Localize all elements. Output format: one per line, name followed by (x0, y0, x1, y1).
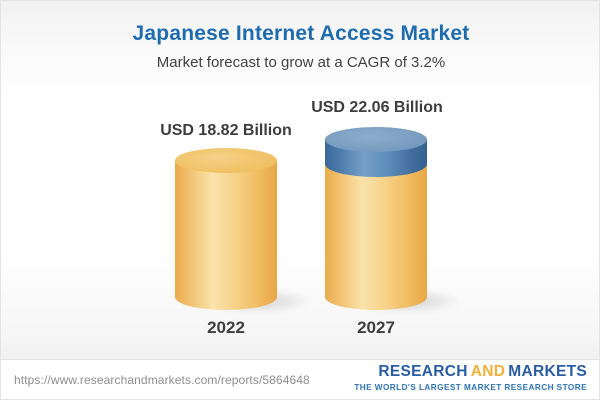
category-label-2027: 2027 (357, 318, 395, 337)
chart-subtitle: Market forecast to grow at a CAGR of 3.2… (156, 54, 446, 71)
bar-2027-base-segment (325, 162, 427, 310)
category-label-2022: 2022 (207, 318, 245, 337)
bar-2022-top-cap (175, 148, 277, 173)
logo-word-markets: MARKETS (508, 363, 587, 380)
report-url: https://www.researchandmarkets.com/repor… (14, 373, 310, 387)
chart-title: Japanese Internet Access Market (132, 22, 470, 45)
footer: https://www.researchandmarkets.com/repor… (1, 359, 599, 399)
value-label-2022: USD 18.82 Billion (160, 122, 292, 139)
logo-wordmark: RESEARCH AND MARKETS (354, 363, 587, 381)
chart-area: Japanese Internet Access Market Market f… (1, 1, 599, 361)
logo-word-and: AND (470, 363, 506, 380)
logo-word-research: RESEARCH (378, 363, 468, 380)
value-label-2027: USD 22.06 Billion (311, 99, 443, 116)
logo-tagline: THE WORLD'S LARGEST MARKET RESEARCH STOR… (354, 383, 587, 392)
research-and-markets-logo: RESEARCH AND MARKETS THE WORLD'S LARGEST M… (354, 363, 587, 392)
bar-2022-body (175, 160, 277, 310)
bar-2027-top-cap (325, 127, 427, 152)
